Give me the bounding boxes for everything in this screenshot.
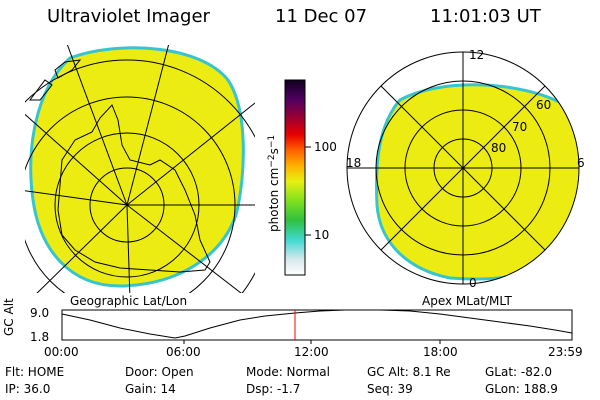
time-label: 11:01:03 UT (430, 6, 541, 27)
apex-caption: Apex MLat/MLT (422, 294, 512, 308)
info-gain: Gain: 14 (125, 382, 176, 396)
altitude-ylabel: GC Alt (2, 298, 16, 336)
altitude-panel (61, 309, 573, 344)
colorbar-tick-10: 10 (314, 228, 330, 242)
info-gc-alt: GC Alt: 8.1 Re (367, 365, 451, 379)
altitude-curve (61, 309, 573, 339)
mlt-label-6: 6 (577, 156, 585, 170)
time-tick-0000: 00:00 (44, 345, 79, 359)
info-flt: Flt: HOME (5, 365, 65, 379)
alt-tick-1-8: 1.8 (30, 330, 50, 344)
mlat-label-60: 60 (536, 98, 552, 112)
aurora-image-mlt (374, 83, 579, 281)
geographic-caption: Geographic Lat/Lon (70, 294, 188, 308)
colorbar-unit-label: photon cm−2s−1 (267, 135, 281, 232)
colorbar-tick-100: 100 (314, 140, 337, 154)
mlt-label-12: 12 (469, 48, 485, 62)
info-glat: GLat: -82.0 (485, 365, 552, 379)
mlat-label-80: 80 (491, 141, 507, 155)
info-ip: IP: 36.0 (5, 382, 51, 396)
info-glon: GLon: 188.9 (485, 382, 558, 396)
colorbar (284, 79, 306, 276)
time-tick-1800: 18:00 (423, 345, 458, 359)
alt-tick-9: 9.0 (30, 306, 50, 320)
coastline (57, 104, 211, 273)
geographic-map (25, 45, 255, 293)
mlt-label-18: 18 (346, 156, 362, 170)
time-tick-2359: 23:59 (548, 345, 583, 359)
time-tick-0600: 06:00 (166, 345, 201, 359)
mlat-label-70: 70 (512, 120, 528, 134)
info-door: Door: Open (125, 365, 194, 379)
instrument-title: Ultraviolet Imager (47, 6, 210, 27)
info-mode: Mode: Normal (246, 365, 330, 379)
date-label: 11 Dec 07 (275, 6, 368, 27)
info-dsp: Dsp: -1.7 (246, 382, 301, 396)
mlat-mlt-map (346, 51, 580, 285)
time-tick-1200: 12:00 (294, 345, 329, 359)
info-seq: Seq: 39 (367, 382, 413, 396)
mlt-label-0: 0 (469, 276, 477, 290)
